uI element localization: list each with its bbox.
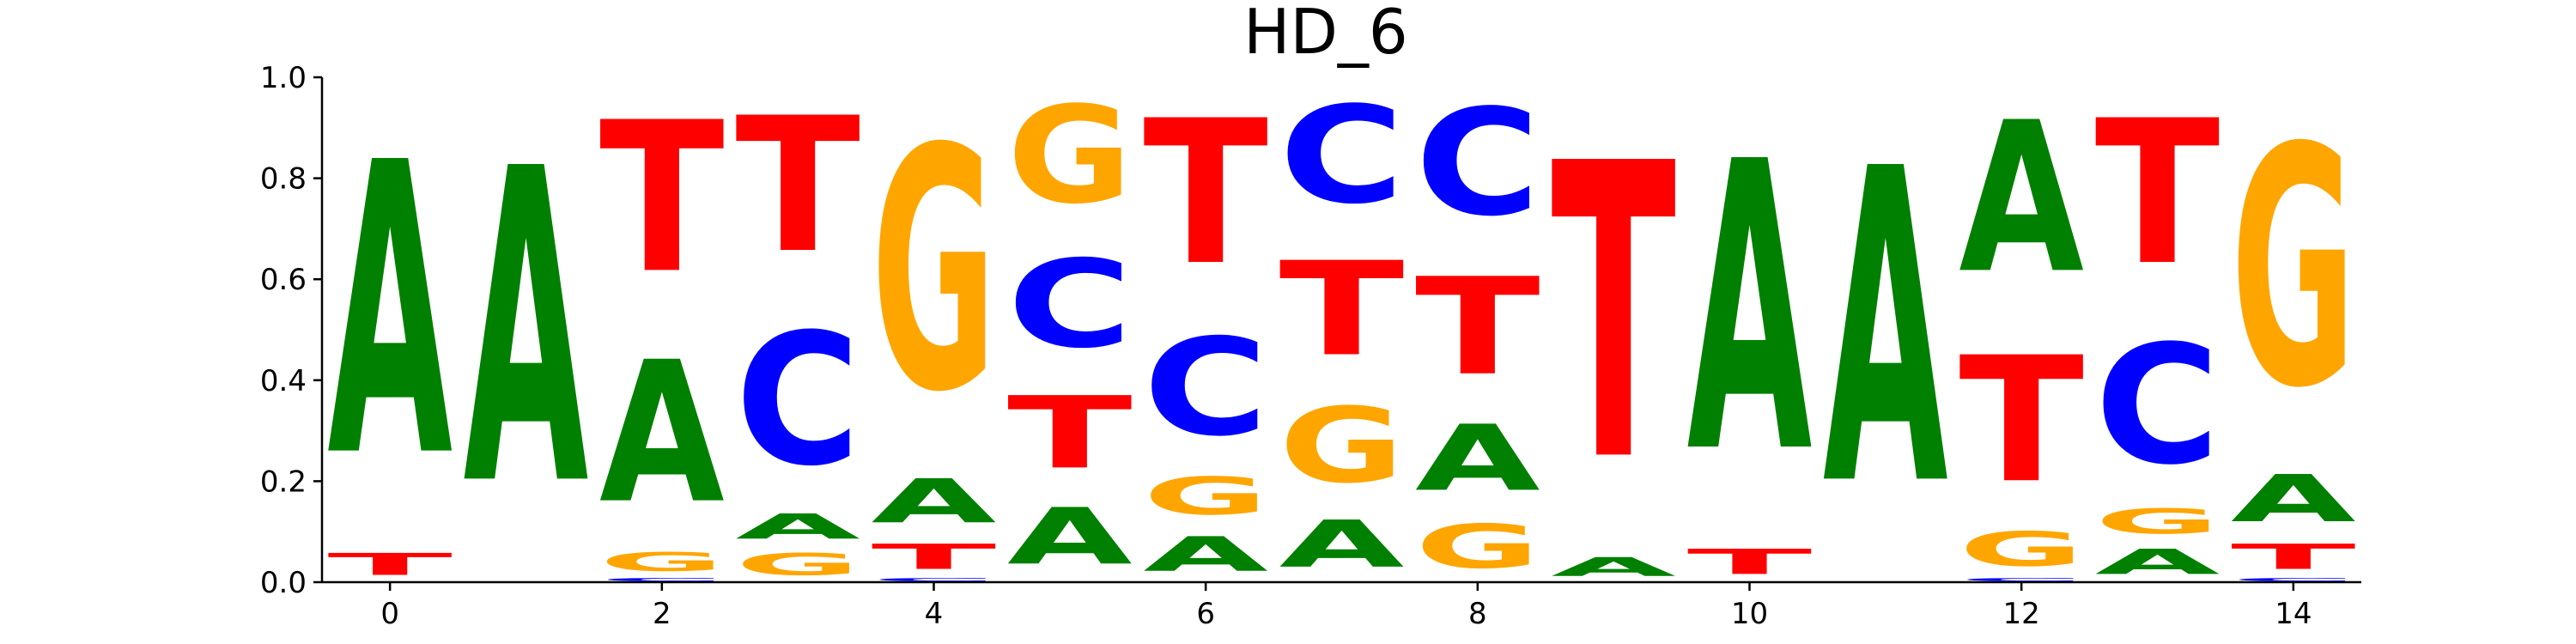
logo-letter-c: C (2231, 577, 2356, 582)
logo-letter-a: A (1143, 526, 1268, 582)
logo-letter-c: C (1959, 577, 2084, 582)
logo-letter-t: T (1415, 250, 1540, 405)
logo-letter-c: C (735, 295, 860, 506)
logo-letter-t: T (327, 547, 453, 582)
x-tick-label: 14 (2275, 597, 2312, 631)
logo-letter-t: T (2231, 537, 2356, 577)
logo-letter-a: A (2231, 461, 2356, 537)
chart-title: HD_6 (1243, 0, 1407, 68)
y-tick-label: 0.4 (260, 364, 307, 398)
x-tick-label: 12 (2003, 597, 2040, 631)
logo-letter-t: T (1007, 376, 1133, 491)
logo-letter-g: G (1959, 522, 2084, 577)
logo-letter-c: C (1143, 310, 1268, 466)
logo-letter-a: A (1959, 78, 2084, 319)
logo-letter-a: A (1687, 79, 1814, 541)
logo-letter-a: A (464, 80, 590, 581)
logo-letter-t: T (735, 78, 860, 294)
logo-letter-t: T (599, 78, 725, 319)
logo-letter-t: T (1551, 79, 1677, 550)
logo-letter-a: A (1551, 552, 1676, 582)
logo-letter-t: T (1279, 234, 1405, 385)
logo-letter-g: G (1143, 466, 1268, 526)
y-tick-label: 0.2 (260, 465, 307, 499)
y-tick-label: 0.8 (260, 162, 307, 197)
logo-letter-a: A (1415, 405, 1540, 511)
x-tick-label: 4 (925, 597, 944, 631)
logo-letter-g: G (2231, 80, 2356, 461)
chart-axes: 0.0 0.2 0.4 0.6 0.8 1.0 0 2 4 6 8 10 12 14 (260, 61, 2361, 631)
x-tick-label: 2 (653, 597, 671, 631)
logo-letter-c: C (1007, 234, 1133, 374)
logo-letter-a: A (599, 321, 725, 547)
y-tick-label: 0.6 (260, 263, 307, 297)
logo-letter-a: A (327, 79, 453, 546)
logo-letter-a: A (1823, 80, 1949, 581)
logo-letter-c: C (1279, 78, 1405, 234)
x-tick-label: 0 (380, 597, 399, 631)
logo-letter-t: T (1687, 542, 1813, 582)
logo-letter-a: A (872, 466, 997, 537)
x-tick-label: 10 (1731, 597, 1768, 631)
logo-letter-a: A (2095, 542, 2221, 582)
logo-letter-c: C (872, 577, 997, 582)
logo-letter-c: C (1415, 77, 1540, 248)
y-tick-label: 1.0 (260, 61, 307, 95)
logo-letter-g: G (1279, 386, 1405, 507)
logo-letter-g: G (735, 547, 860, 582)
logo-letter-c: C (2095, 310, 2221, 501)
logo-letter-c: C (599, 577, 725, 582)
y-tick-label: 0.0 (260, 566, 307, 600)
logo-letter-g: G (1415, 512, 1540, 582)
x-tick-label: 8 (1468, 597, 1487, 631)
logo-letter-a: A (1279, 507, 1405, 582)
logo-letter-g: G (2095, 501, 2221, 542)
logo-letter-t: T (2095, 78, 2221, 309)
logo-letter-t: T (1143, 78, 1268, 309)
logo-letter-g: G (1007, 78, 1133, 234)
logo-letter-g: G (872, 78, 997, 465)
logo-letter-g: G (599, 547, 725, 577)
logo-letter-t: T (1959, 320, 2084, 521)
logo-letter-a: A (1007, 491, 1133, 581)
logo-letter-a: A (735, 507, 860, 547)
x-tick-label: 6 (1196, 597, 1215, 631)
logo-letter-t: T (872, 537, 997, 577)
